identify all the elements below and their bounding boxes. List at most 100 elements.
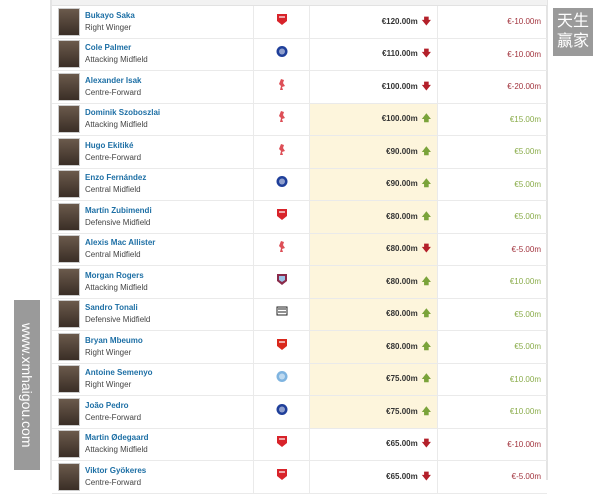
market-value: €80.00m (386, 244, 418, 254)
liverpool-crest-icon[interactable] (276, 78, 288, 95)
club-cell (253, 330, 310, 364)
club-cell (253, 298, 310, 331)
arrow-up-icon: 🡅 (421, 210, 431, 221)
value-change-cell: €5.00m (437, 298, 547, 331)
player-name-link[interactable]: Dominik Szoboszlai (85, 108, 161, 118)
arsenal-crest-icon[interactable] (276, 468, 288, 485)
player-cell: Cole Palmer Attacking Midfield (52, 38, 254, 71)
player-name-link[interactable]: Martin Ødegaard (85, 433, 149, 443)
player-position: Defensive Midfield (85, 217, 151, 227)
player-position: Attacking Midfield (85, 445, 148, 455)
player-position: Attacking Midfield (85, 282, 148, 292)
player-name-link[interactable]: Hugo Ekitiké (85, 140, 134, 150)
value-change: €-5.00m (511, 244, 541, 254)
player-position: Right Winger (85, 380, 132, 390)
player-cell: Dominik Szoboszlai Attacking Midfield (52, 103, 254, 136)
arrow-down-icon: 🡇 (421, 80, 431, 91)
player-name-link[interactable]: Alexis Mac Allister (85, 238, 156, 248)
club-cell (253, 70, 310, 104)
table-frame (50, 0, 548, 480)
market-value: €100.00m (381, 114, 418, 124)
arrow-down-icon: 🡇 (421, 243, 431, 254)
table-row: Cole Palmer Attacking Midfield €110.00m 🡇… (52, 38, 547, 71)
player-photo (58, 202, 80, 231)
value-change: €-10.00m (507, 439, 541, 449)
value-change-cell: €10.00m (437, 363, 547, 396)
market-value: €80.00m (386, 309, 418, 319)
player-cell: Morgan Rogers Attacking Midfield (52, 265, 254, 299)
arrow-up-icon: 🡅 (421, 178, 431, 189)
player-cell: Sandro Tonali Defensive Midfield (52, 298, 254, 331)
arrow-down-icon: 🡇 (421, 438, 431, 449)
newcastle-crest-icon[interactable] (276, 305, 288, 322)
arsenal-crest-icon[interactable] (276, 208, 288, 225)
player-photo (58, 235, 80, 264)
market-value-cell: €80.00m 🡅 (309, 330, 438, 364)
arsenal-crest-icon[interactable] (276, 13, 288, 30)
value-change: €5.00m (514, 309, 541, 319)
arrow-down-icon: 🡇 (421, 48, 431, 59)
market-value: €65.00m (386, 471, 418, 481)
player-name-link[interactable]: Enzo Fernández (85, 173, 147, 183)
chelsea-crest-icon[interactable] (276, 175, 288, 192)
arrow-up-icon: 🡅 (421, 340, 431, 351)
aston-villa-crest-icon[interactable] (276, 273, 288, 290)
table-row: Martin Ødegaard Attacking Midfield €65.0… (52, 428, 547, 461)
player-name-link[interactable]: Morgan Rogers (85, 270, 144, 280)
market-value-cell: €80.00m 🡅 (309, 200, 438, 234)
player-photo (58, 430, 80, 459)
player-position: Centre-Forward (85, 477, 142, 487)
club-cell (253, 265, 310, 299)
arrow-up-icon: 🡅 (421, 308, 431, 319)
chelsea-crest-icon[interactable] (276, 403, 288, 420)
arrow-down-icon: 🡇 (421, 470, 431, 481)
value-change-cell: €5.00m (437, 168, 547, 201)
player-name-link[interactable]: Sandro Tonali (85, 303, 138, 313)
player-name-link[interactable]: João Pedro (85, 400, 129, 410)
market-value: €75.00m (386, 406, 418, 416)
man-city-crest-icon[interactable] (276, 370, 288, 387)
player-name-link[interactable]: Bryan Mbeumo (85, 335, 143, 345)
player-name-link[interactable]: Bukayo Saka (85, 10, 135, 20)
market-value: €110.00m (382, 49, 418, 59)
table-row: Enzo Fernández Central Midfield €90.00m 🡅… (52, 168, 547, 201)
club-cell (253, 460, 310, 494)
player-photo (58, 300, 80, 329)
value-change-cell: €5.00m (437, 135, 547, 169)
market-value-cell: €65.00m 🡇 (309, 460, 438, 494)
arsenal-crest-icon[interactable] (276, 435, 288, 452)
watermark-top-right: 天生赢家 (553, 8, 593, 56)
club-cell (253, 103, 310, 136)
player-name-link[interactable]: Martín Zubimendi (85, 205, 152, 215)
player-name-link[interactable]: Alexander Isak (85, 75, 142, 85)
liverpool-crest-icon[interactable] (276, 110, 288, 127)
table-row: Bryan Mbeumo Right Winger €80.00m 🡅 €5.00… (52, 330, 547, 364)
table-row: Bukayo Saka Right Winger €120.00m 🡇 €-10.… (52, 6, 547, 39)
arrow-up-icon: 🡅 (421, 275, 431, 286)
player-name-link[interactable]: Antoine Semenyo (85, 368, 153, 378)
liverpool-crest-icon[interactable] (276, 240, 288, 257)
player-position: Centre-Forward (85, 152, 142, 162)
player-cell: João Pedro Centre-Forward (52, 395, 254, 429)
arrow-up-icon: 🡅 (421, 405, 431, 416)
player-name-link[interactable]: Cole Palmer (85, 43, 132, 53)
player-cell: Martin Ødegaard Attacking Midfield (52, 428, 254, 461)
liverpool-crest-icon[interactable] (276, 143, 288, 160)
market-value-cell: €110.00m 🡇 (309, 38, 438, 71)
value-change: €-20.00m (507, 82, 541, 92)
value-change-cell: €-5.00m (437, 460, 547, 494)
value-change: €5.00m (514, 179, 541, 189)
man-utd-crest-icon[interactable] (276, 338, 288, 355)
value-change-cell: €-10.00m (437, 6, 547, 39)
player-photo (58, 105, 80, 134)
player-name-link[interactable]: Viktor Gyökeres (85, 465, 147, 475)
market-value: €120.00m (381, 16, 418, 26)
player-cell: Viktor Gyökeres Centre-Forward (52, 460, 254, 494)
market-value: €75.00m (386, 374, 418, 384)
value-change-cell: €5.00m (437, 330, 547, 364)
club-cell (253, 395, 310, 429)
chelsea-crest-icon[interactable] (276, 45, 288, 62)
table-row: Hugo Ekitiké Centre-Forward €90.00m 🡅 €5.… (52, 135, 547, 169)
player-photo (58, 365, 80, 394)
value-change: €5.00m (514, 147, 541, 157)
